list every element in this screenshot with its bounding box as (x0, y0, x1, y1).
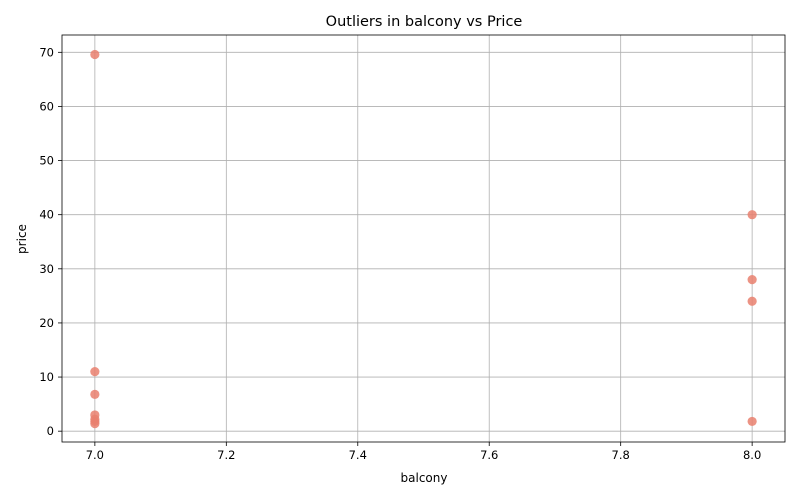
x-tick-label: 8.0 (743, 448, 761, 462)
data-point (747, 210, 757, 220)
y-tick-label: 50 (39, 154, 54, 168)
data-point (747, 296, 757, 306)
y-axis-label: price (15, 224, 29, 254)
data-point (90, 49, 100, 60)
y-tick-label: 20 (39, 316, 54, 330)
y-tick-label: 60 (39, 99, 54, 113)
y-tick-label: 40 (39, 208, 54, 222)
x-tick-label: 7.0 (86, 448, 104, 462)
y-axis-ticks: 0 10 20 30 40 50 60 70 (39, 45, 62, 438)
x-tick-label: 7.8 (612, 448, 630, 462)
x-tick-label: 7.4 (349, 448, 367, 462)
data-points (90, 49, 757, 429)
data-point (90, 418, 100, 429)
y-tick-label: 10 (39, 370, 54, 384)
x-tick-label: 7.6 (480, 448, 498, 462)
y-tick-label: 30 (39, 262, 54, 276)
grid (62, 35, 785, 442)
data-point (90, 367, 100, 377)
data-point (90, 389, 100, 399)
x-axis-label: balcony (401, 471, 448, 485)
x-tick-label: 7.2 (217, 448, 235, 462)
y-tick-label: 70 (39, 45, 54, 59)
data-point (747, 275, 757, 285)
x-axis-ticks: 7.0 7.2 7.4 7.6 7.8 8.0 (86, 442, 761, 462)
plot-frame (61, 34, 786, 443)
data-point (747, 416, 757, 427)
y-tick-label: 0 (47, 424, 54, 438)
chart-title: Outliers in balcony vs Price (326, 14, 523, 30)
